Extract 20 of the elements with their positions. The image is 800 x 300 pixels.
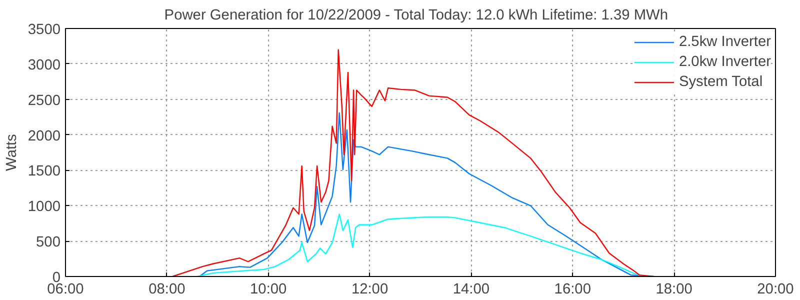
- y-tick-label: 2000: [28, 128, 61, 144]
- x-tick-label: 10:00: [250, 282, 287, 298]
- x-tick-label: 16:00: [554, 282, 591, 298]
- y-tick-label: 1500: [28, 164, 61, 180]
- x-tick-label: 08:00: [148, 282, 186, 298]
- x-tick-label: 20:00: [757, 282, 794, 298]
- y-tick-label: 3500: [28, 22, 61, 38]
- y-tick-label: 500: [36, 234, 61, 251]
- legend-label: 2.0kw Inverter: [678, 54, 771, 70]
- legend-label: System Total: [678, 74, 763, 90]
- x-tick-label: 14:00: [452, 282, 490, 298]
- line-series: [172, 49, 654, 276]
- y-tick-label: 2500: [28, 92, 61, 109]
- y-axis-title: Watts: [4, 134, 20, 171]
- y-tick-label: 1000: [28, 199, 61, 216]
- x-tick-label: 18:00: [656, 282, 692, 298]
- y-tick-label: 3000: [28, 57, 61, 74]
- legend-label: 2.5kw Inverter: [678, 34, 771, 50]
- x-tick-label: 12:00: [351, 282, 388, 298]
- chart-title: Power Generation for 10/22/2009 - Total Today: 12.0 kWh Lifetime: 1.39 MWh: [164, 8, 668, 24]
